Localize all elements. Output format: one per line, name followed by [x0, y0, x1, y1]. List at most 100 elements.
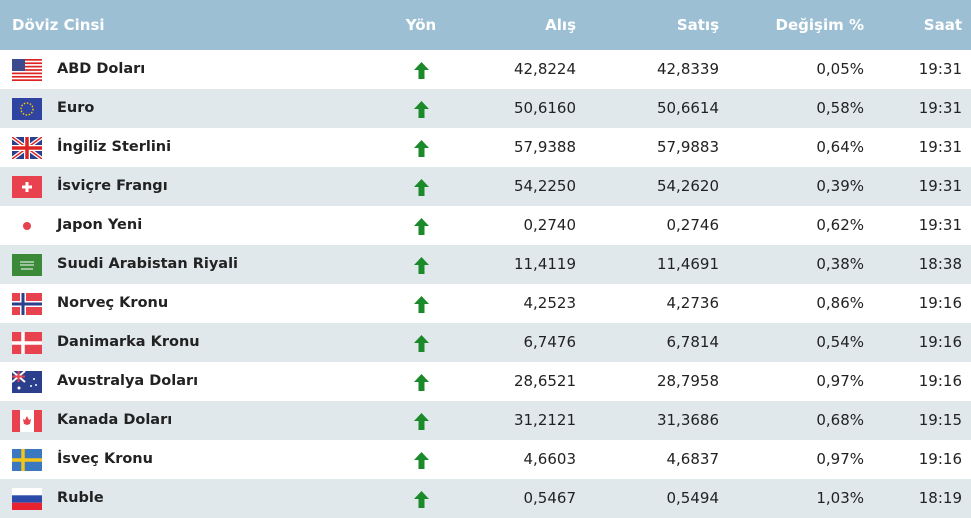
table-row[interactable]: ABD Doları 42,8224 42,8339 0,05% 19:31 — [0, 50, 971, 89]
table-row[interactable]: Suudi Arabistan Riyali 11,4119 11,4691 0… — [0, 245, 971, 284]
change-percent: 0,38% — [816, 255, 864, 273]
sell-price: 54,2620 — [656, 177, 719, 195]
currency-name[interactable]: Danimarka Kronu — [57, 334, 200, 350]
change-percent: 0,64% — [816, 138, 864, 156]
buy-price: 6,7476 — [523, 333, 577, 351]
table-row[interactable]: Danimarka Kronu 6,7476 6,7814 0,54% 19:1… — [0, 323, 971, 362]
sell-price: 0,5494 — [666, 489, 720, 507]
flag-eu-icon — [12, 98, 42, 120]
sell-price: 28,7958 — [656, 372, 719, 390]
update-time: 19:16 — [918, 372, 962, 390]
update-time: 19:16 — [918, 294, 962, 312]
sell-price: 6,7814 — [666, 333, 720, 351]
currency-name[interactable]: Kanada Doları — [57, 412, 173, 428]
sell-price: 31,3686 — [656, 411, 719, 429]
buy-price: 31,2121 — [513, 411, 576, 429]
sell-price: 42,8339 — [656, 60, 719, 78]
sell-price: 50,6614 — [656, 99, 719, 117]
change-percent: 0,62% — [816, 216, 864, 234]
header-time: Saat — [923, 16, 962, 34]
flag-dk-icon — [12, 332, 42, 354]
currency-name[interactable]: Avustralya Doları — [57, 373, 199, 389]
change-percent: 0,39% — [816, 177, 864, 195]
currency-name[interactable]: Suudi Arabistan Riyali — [57, 256, 239, 272]
currency-name[interactable]: İsviçre Frangı — [57, 178, 168, 194]
arrow-up-icon — [414, 452, 429, 469]
update-time: 19:31 — [918, 138, 962, 156]
arrow-up-icon — [414, 218, 429, 235]
flag-no-icon — [12, 293, 42, 315]
currency-name[interactable]: Japon Yeni — [57, 217, 143, 233]
currency-name[interactable]: İsveç Kronu — [57, 451, 153, 467]
currency-table-body: ABD Doları 42,8224 42,8339 0,05% 19:31 E… — [0, 50, 971, 518]
arrow-up-icon — [414, 491, 429, 508]
update-time: 18:19 — [918, 489, 962, 507]
flag-us-icon — [12, 59, 42, 81]
table-row[interactable]: Norveç Kronu 4,2523 4,2736 0,86% 19:16 — [0, 284, 971, 323]
arrow-up-icon — [414, 179, 429, 196]
update-time: 19:31 — [918, 60, 962, 78]
header-sell: Satış — [676, 16, 719, 34]
sell-price: 0,2746 — [666, 216, 720, 234]
flag-jp-icon — [12, 215, 42, 237]
buy-price: 57,9388 — [513, 138, 576, 156]
table-row[interactable]: İsviçre Frangı 54,2250 54,2620 0,39% 19:… — [0, 167, 971, 206]
buy-price: 42,8224 — [513, 60, 576, 78]
flag-ru-icon — [12, 488, 42, 510]
sell-price: 11,4691 — [656, 255, 719, 273]
sell-price: 4,2736 — [666, 294, 720, 312]
update-time: 19:16 — [918, 450, 962, 468]
arrow-up-icon — [414, 335, 429, 352]
buy-price: 50,6160 — [513, 99, 576, 117]
change-percent: 0,05% — [816, 60, 864, 78]
table-row[interactable]: Kanada Doları 31,2121 31,3686 0,68% 19:1… — [0, 401, 971, 440]
update-time: 19:31 — [918, 99, 962, 117]
flag-se-icon — [12, 449, 42, 471]
change-percent: 0,54% — [816, 333, 864, 351]
change-percent: 0,58% — [816, 99, 864, 117]
update-time: 19:15 — [918, 411, 962, 429]
currency-name[interactable]: Ruble — [57, 490, 104, 506]
flag-gb-icon — [12, 137, 42, 159]
update-time: 19:16 — [918, 333, 962, 351]
arrow-up-icon — [414, 413, 429, 430]
change-percent: 0,86% — [816, 294, 864, 312]
arrow-up-icon — [414, 101, 429, 118]
header-direction: Yön — [405, 16, 437, 34]
currency-name[interactable]: Euro — [57, 100, 95, 116]
arrow-up-icon — [414, 296, 429, 313]
buy-price: 54,2250 — [513, 177, 576, 195]
arrow-up-icon — [414, 140, 429, 157]
currency-name[interactable]: ABD Doları — [57, 61, 146, 77]
change-percent: 0,68% — [816, 411, 864, 429]
flag-ca-icon — [12, 410, 42, 432]
header-currency: Döviz Cinsi — [12, 16, 105, 34]
update-time: 18:38 — [918, 255, 962, 273]
table-row[interactable]: Avustralya Doları 28,6521 28,7958 0,97% … — [0, 362, 971, 401]
change-percent: 1,03% — [816, 489, 864, 507]
table-row[interactable]: İsveç Kronu 4,6603 4,6837 0,97% 19:16 — [0, 440, 971, 479]
change-percent: 0,97% — [816, 372, 864, 390]
currency-name[interactable]: Norveç Kronu — [57, 295, 169, 311]
buy-price: 0,2740 — [523, 216, 577, 234]
header-buy: Alış — [545, 16, 576, 34]
sell-price: 57,9883 — [656, 138, 719, 156]
arrow-up-icon — [414, 257, 429, 274]
update-time: 19:31 — [918, 177, 962, 195]
buy-price: 4,6603 — [523, 450, 577, 468]
update-time: 19:31 — [918, 216, 962, 234]
change-percent: 0,97% — [816, 450, 864, 468]
table-row[interactable]: Euro 50,6160 50,6614 0,58% 19:31 — [0, 89, 971, 128]
buy-price: 0,5467 — [523, 489, 577, 507]
table-row[interactable]: Japon Yeni 0,2740 0,2746 0,62% 19:31 — [0, 206, 971, 245]
buy-price: 4,2523 — [523, 294, 577, 312]
arrow-up-icon — [414, 62, 429, 79]
table-header: Döviz Cinsi Yön Alış Satış Değişim % Saa… — [0, 0, 971, 50]
header-change: Değişim % — [775, 16, 864, 34]
arrow-up-icon — [414, 374, 429, 391]
table-row[interactable]: Ruble 0,5467 0,5494 1,03% 18:19 — [0, 479, 971, 518]
table-row[interactable]: İngiliz Sterlini 57,9388 57,9883 0,64% 1… — [0, 128, 971, 167]
buy-price: 11,4119 — [513, 255, 576, 273]
currency-name[interactable]: İngiliz Sterlini — [57, 139, 172, 155]
flag-sa-icon — [12, 254, 42, 276]
